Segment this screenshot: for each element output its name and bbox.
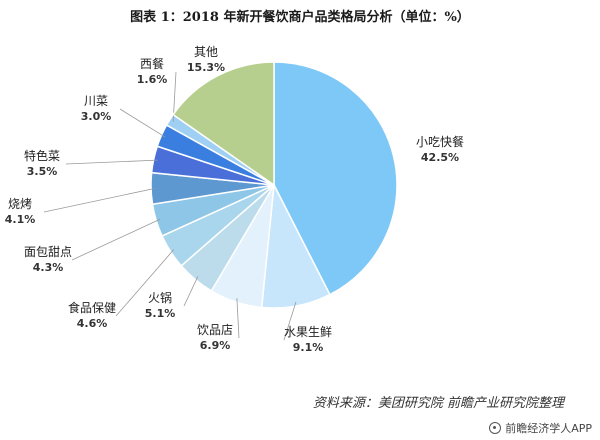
watermark-icon	[489, 422, 502, 434]
slice-value-4: 5.1%	[145, 307, 176, 320]
slice-value-6: 4.3%	[33, 261, 64, 274]
source-note: 资料来源：美团研究院 前瞻产业研究院整理	[312, 396, 564, 411]
slice-label-6: 面包甜点	[24, 245, 72, 259]
slice-value-9: 3.0%	[81, 110, 112, 123]
slice-value-8: 3.5%	[27, 165, 58, 178]
leader-line-7	[43, 187, 156, 213]
slice-label-9: 川菜	[84, 94, 108, 108]
watermark-text: 前瞻经济学人APP	[505, 422, 592, 435]
leader-line-5	[115, 249, 175, 317]
leader-line-2	[283, 301, 297, 341]
leader-line-6	[71, 218, 161, 261]
chart-title: 图表 1：2018 年新开餐饮商户品类格局分析（单位：%）	[130, 10, 470, 25]
pie-slice-11	[172, 61, 275, 187]
slice-label-8: 特色菜	[24, 148, 60, 163]
slice-value-1: 42.5%	[421, 151, 459, 164]
slice-label-7: 烧烤	[8, 196, 32, 211]
slice-label-10: 西餐	[140, 56, 164, 71]
slice-value-11: 15.3%	[187, 61, 225, 74]
slice-value-3: 6.9%	[200, 339, 231, 352]
slice-value-2: 9.1%	[293, 341, 324, 354]
leader-line-3	[236, 298, 240, 339]
slice-label-1: 小吃快餐	[416, 134, 464, 149]
slice-label-5: 食品保健	[68, 300, 116, 315]
slice-value-7: 4.1%	[5, 213, 36, 226]
slice-value-10: 1.6%	[137, 73, 168, 86]
leader-line-8	[65, 159, 158, 165]
slice-label-3: 饮品店	[197, 323, 233, 337]
leader-line-4	[183, 276, 199, 307]
pie-slice-1	[273, 61, 398, 296]
leader-line-9	[119, 108, 166, 138]
watermark: 前瞻经济学人APP	[489, 420, 592, 436]
slice-label-11: 其他	[194, 45, 218, 59]
slice-label-4: 火锅	[148, 290, 172, 305]
slice-label-2: 水果生鲜	[284, 325, 332, 339]
slice-value-5: 4.6%	[77, 317, 108, 330]
